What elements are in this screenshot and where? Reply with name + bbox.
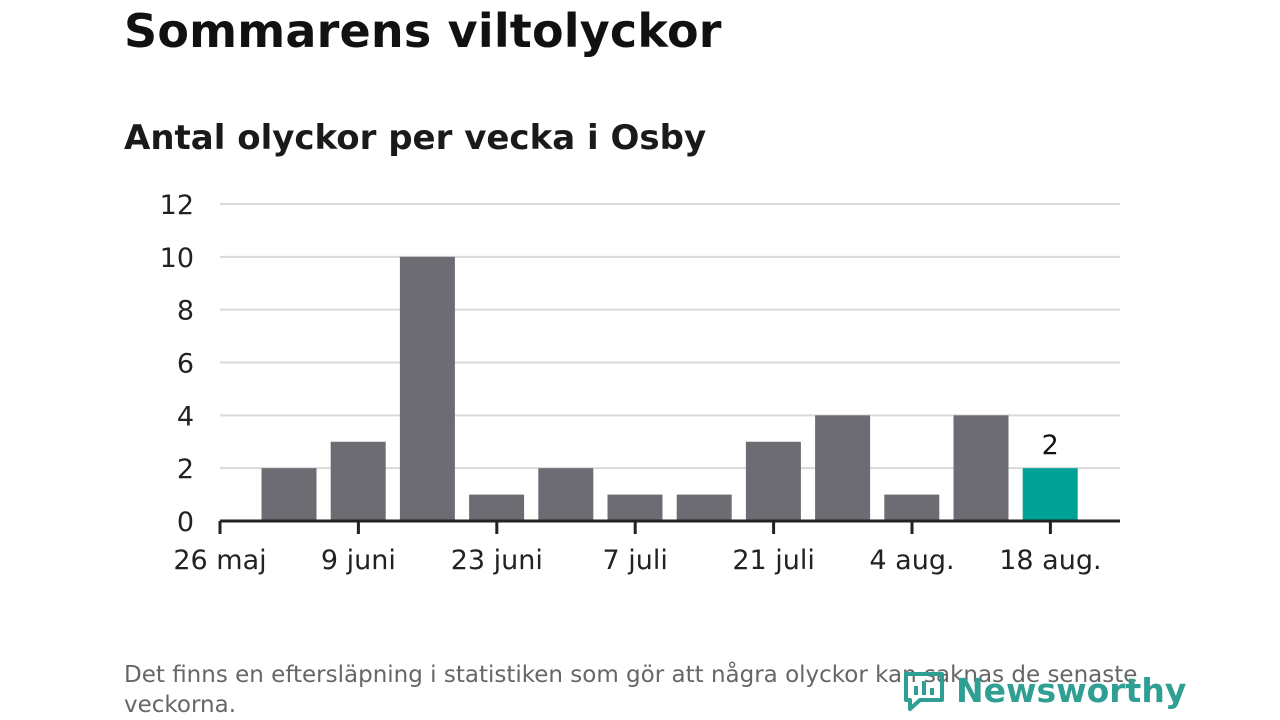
newsworthy-logo: Newsworthy xyxy=(902,668,1186,712)
bar xyxy=(261,468,317,521)
y-tick-label: 10 xyxy=(160,243,194,274)
x-tick-label: 7 juli xyxy=(603,545,668,576)
bar xyxy=(399,256,455,521)
x-tick-label: 23 juni xyxy=(451,545,543,576)
x-tick-label: 26 maj xyxy=(173,545,266,576)
bar xyxy=(469,494,525,521)
bar xyxy=(330,441,386,521)
bar xyxy=(607,494,663,521)
y-tick-label: 8 xyxy=(177,296,194,327)
bar xyxy=(1022,468,1078,521)
x-tick-label: 21 juli xyxy=(732,545,815,576)
footnote: Det finns en eftersläpning i statistiken… xyxy=(124,662,1138,718)
x-tick-label: 9 juni xyxy=(321,545,396,576)
newsworthy-logo-icon xyxy=(904,672,944,711)
bar xyxy=(676,494,732,521)
x-tick-label: 4 aug. xyxy=(869,545,954,576)
y-tick-label: 6 xyxy=(177,349,194,380)
y-tick-label: 4 xyxy=(177,401,194,432)
newsworthy-logo-text: Newsworthy xyxy=(956,670,1187,710)
chart-title: Sommarens viltolyckor xyxy=(124,4,722,58)
y-tick-label: 12 xyxy=(160,190,194,221)
bar xyxy=(884,494,940,521)
bar xyxy=(953,415,1009,521)
data-label: 2 xyxy=(1042,430,1059,461)
bar xyxy=(745,441,801,521)
y-tick-label: 2 xyxy=(177,454,194,485)
bar xyxy=(538,468,594,521)
chart-subtitle: Antal olyckor per vecka i Osby xyxy=(124,118,707,158)
y-tick-label: 0 xyxy=(177,507,194,538)
x-tick-label: 18 aug. xyxy=(999,545,1101,576)
bar xyxy=(815,415,871,521)
